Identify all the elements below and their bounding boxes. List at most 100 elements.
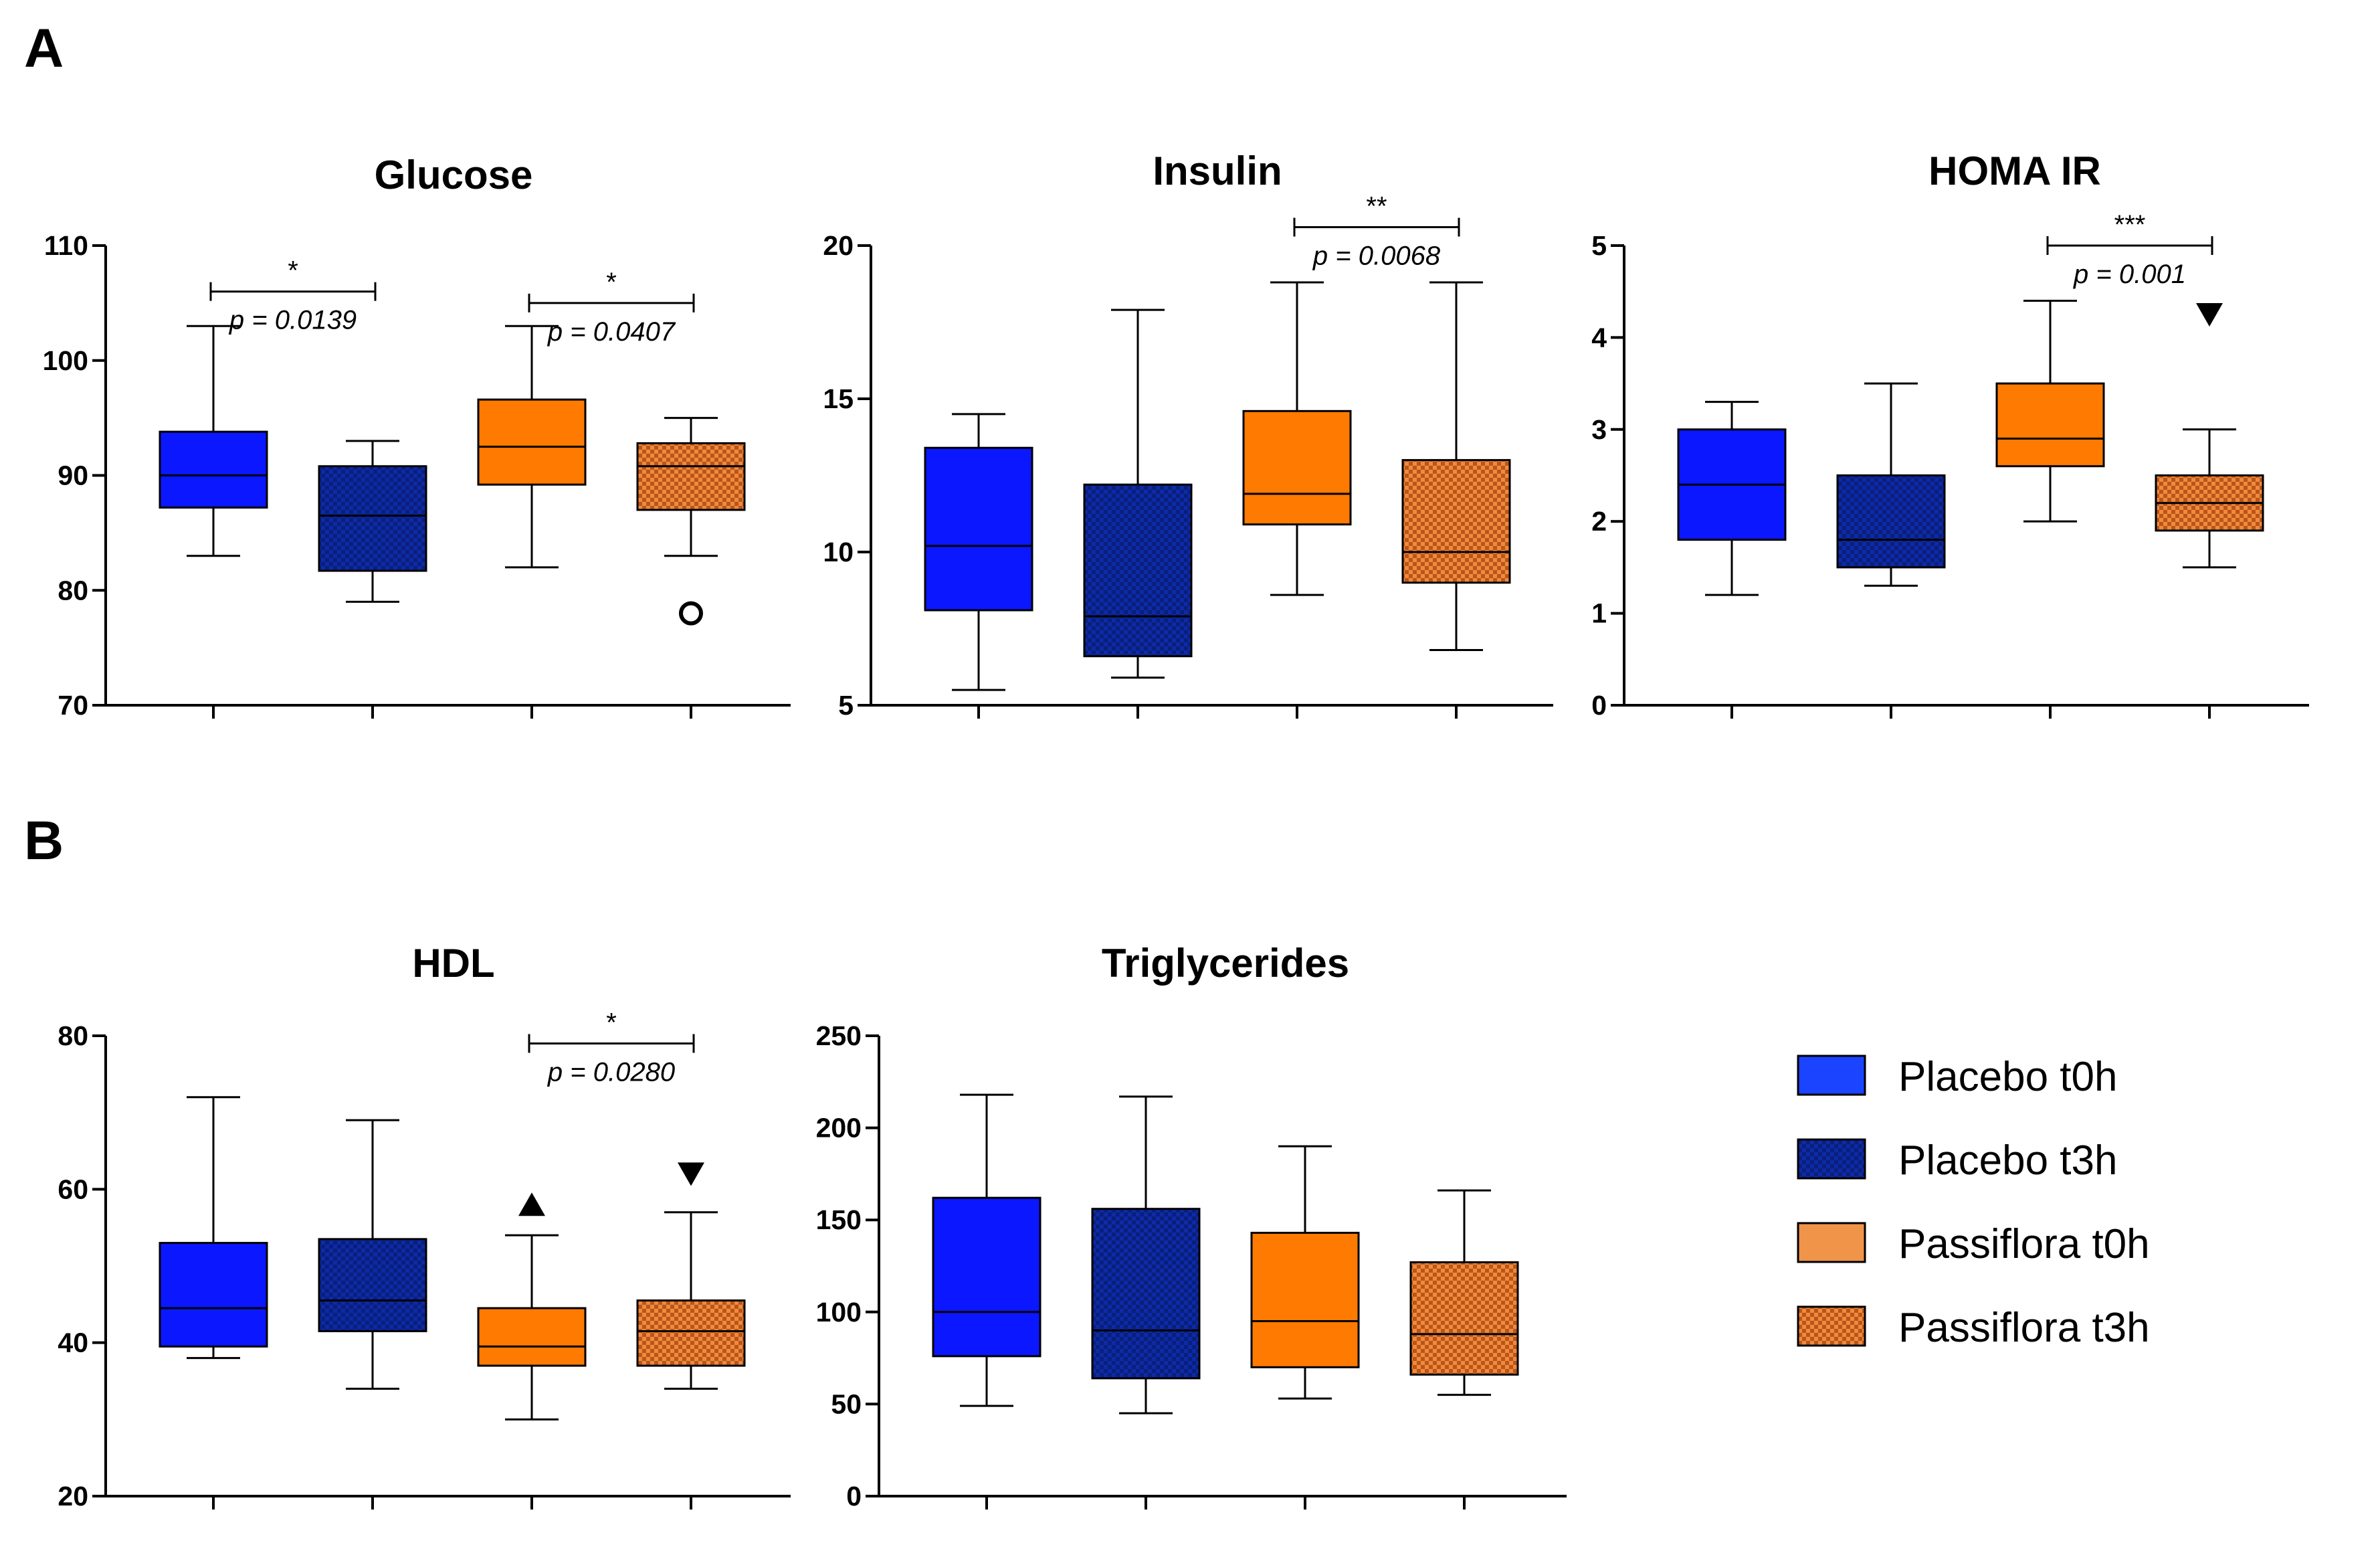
box-passiflora-t0h (1242, 281, 1352, 596)
box-placebo-t0h (159, 325, 268, 557)
significance-bracket: * p = 0.0280 (528, 1008, 695, 1087)
legend-item-placebo-t3h: Placebo t3h (1797, 1137, 2117, 1184)
box-iqr (1995, 382, 2105, 468)
outlier-triangle-down (678, 1162, 704, 1186)
significance-stars: * (606, 1008, 617, 1037)
box-iqr (1250, 1231, 1360, 1368)
p-value-label: p = 0.0407 (547, 317, 676, 347)
y-tick-label: 5 (838, 690, 854, 721)
box-iqr (1836, 474, 1946, 569)
legend-label-passiflora-t0h: Passiflora t0h (1898, 1221, 2150, 1267)
significance-bracket: * p = 0.0139 (209, 256, 377, 335)
box-iqr (1242, 409, 1352, 526)
legend-label-passiflora-t3h: Passiflora t3h (1898, 1305, 2150, 1351)
box-iqr (477, 398, 587, 486)
panel-letter-b: B (24, 810, 64, 871)
glucose-chart: Glucose 70 80 90 100 110 * p = 0.0139 * p = 0.040… (43, 153, 791, 721)
box-placebo-t0h (1677, 401, 1787, 596)
y-tick-label: 80 (58, 575, 88, 606)
y-tick-label: 20 (58, 1481, 88, 1512)
box-iqr (932, 1196, 1042, 1358)
legend-label-placebo-t0h: Placebo t0h (1898, 1054, 2117, 1100)
box-iqr (477, 1307, 587, 1367)
y-tick-label: 60 (58, 1174, 88, 1204)
panel-letter-a: A (24, 18, 64, 79)
y-tick-label: 90 (58, 460, 88, 491)
insulin-chart: Insulin 5 10 15 20 ** p = 0.0068 (823, 149, 1553, 721)
box-placebo-t0h (159, 1096, 268, 1360)
y-tick-label: 150 (816, 1204, 862, 1235)
y-tick-label: 0 (1591, 690, 1607, 721)
box-passiflora-t0h (1250, 1145, 1360, 1400)
significance-bracket: * p = 0.0407 (528, 268, 695, 347)
y-tick-label: 80 (58, 1020, 88, 1051)
chart-title: HOMA IR (1928, 149, 2101, 193)
significance-bracket: ** p = 0.0068 (1293, 192, 1460, 271)
y-tick-label: 3 (1591, 414, 1607, 445)
box-iqr (318, 1238, 427, 1332)
y-tick-label: 1 (1591, 598, 1607, 629)
significance-stars: * (606, 268, 617, 297)
y-tick-label: 4 (1591, 322, 1607, 353)
box-passiflora-t3h (636, 1162, 746, 1390)
y-tick-label: 40 (58, 1328, 88, 1358)
p-value-label: p = 0.0068 (1312, 242, 1441, 271)
significance-stars: *** (2114, 210, 2146, 240)
y-tick-label: 5 (1591, 230, 1607, 261)
legend-item-passiflora-t3h: Passiflora t3h (1797, 1305, 2150, 1351)
box-passiflora-t0h (1995, 299, 2105, 523)
legend-swatch-placebo-t3h (1797, 1138, 1866, 1180)
legend-item-placebo-t0h: Placebo t0h (1797, 1054, 2117, 1100)
box-passiflora-t3h (2155, 303, 2264, 569)
y-tick-label: 100 (816, 1297, 862, 1328)
box-iqr (159, 1242, 268, 1348)
legend-swatch-passiflora-t3h (1797, 1305, 1866, 1347)
box-iqr (1409, 1261, 1519, 1376)
box-passiflora-t3h (636, 417, 746, 626)
box-placebo-t3h (318, 1119, 427, 1390)
significance-stars: ** (1366, 192, 1387, 221)
box-iqr (1401, 459, 1511, 584)
y-tick-label: 200 (816, 1113, 862, 1144)
box-iqr (159, 430, 268, 509)
box-iqr (1091, 1208, 1201, 1380)
legend-item-passiflora-t0h: Passiflora t0h (1797, 1221, 2150, 1267)
p-value-label: p = 0.0139 (229, 306, 357, 335)
hdl-chart: HDL 20 40 60 80 * p = 0.0280 (58, 941, 791, 1512)
y-tick-label: 2 (1591, 506, 1607, 537)
box-placebo-t3h (1083, 308, 1193, 679)
legend: Placebo t0h Placebo t3h Passiflora t0h P… (1797, 1054, 2150, 1351)
box-placebo-t0h (932, 1093, 1042, 1407)
y-tick-label: 15 (823, 383, 854, 414)
legend-swatch-placebo-t0h (1797, 1055, 1866, 1096)
y-tick-label: 250 (816, 1020, 862, 1051)
chart-title: Triglycerides (1102, 941, 1349, 986)
significance-stars: * (288, 256, 298, 286)
significance-bracket: *** p = 0.001 (2046, 210, 2213, 289)
y-tick-label: 110 (44, 230, 88, 261)
y-tick-label: 0 (846, 1481, 862, 1512)
y-tick-label: 50 (831, 1388, 862, 1419)
p-value-label: p = 0.0280 (547, 1057, 675, 1087)
box-iqr (636, 442, 746, 511)
p-value-label: p = 0.001 (2073, 260, 2186, 289)
y-tick-label: 70 (58, 690, 88, 721)
box-passiflora-t0h (477, 1192, 587, 1421)
legend-label-placebo-t3h: Placebo t3h (1898, 1137, 2117, 1184)
outlier-circle (679, 601, 703, 626)
box-iqr (924, 446, 1033, 612)
y-tick-label: 100 (43, 345, 88, 376)
homa-ir-chart: HOMA IR 0 1 2 3 4 5 *** p = 0.001 (1591, 149, 2309, 721)
y-tick-label: 20 (823, 230, 854, 261)
box-passiflora-t0h (477, 325, 587, 569)
chart-title: HDL (412, 941, 494, 986)
triglycerides-chart: Triglycerides 0 50 100 150 200 250 (816, 941, 1567, 1512)
y-tick-label: 10 (823, 537, 854, 567)
outlier-triangle-down (2196, 303, 2223, 327)
chart-title: Insulin (1153, 149, 1282, 193)
chart-title: Glucose (375, 153, 533, 197)
outlier-triangle-up (518, 1192, 545, 1216)
legend-swatch-passiflora-t0h (1797, 1222, 1866, 1263)
box-placebo-t3h (318, 440, 427, 603)
